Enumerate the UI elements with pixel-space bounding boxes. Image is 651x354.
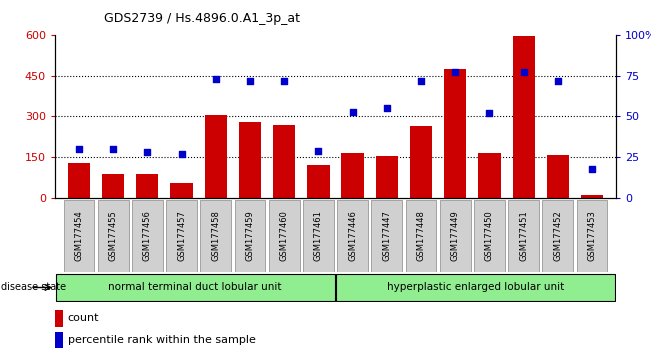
Bar (337, 200, 368, 272)
Text: GSM177457: GSM177457 (177, 211, 186, 262)
Bar (440, 200, 471, 272)
Bar (508, 200, 539, 272)
Text: GSM177449: GSM177449 (450, 211, 460, 261)
Text: count: count (68, 314, 99, 324)
Text: disease state: disease state (1, 282, 66, 292)
Point (210, 76, 221, 82)
Text: normal terminal duct lobular unit: normal terminal duct lobular unit (109, 282, 282, 292)
Point (176, 151, 187, 157)
Bar (68, 163, 90, 198)
Bar (132, 200, 163, 272)
Bar (336, 274, 615, 301)
Bar (372, 200, 402, 272)
Bar (136, 173, 158, 198)
Text: GSM177446: GSM177446 (348, 211, 357, 262)
Point (450, 70, 460, 75)
Bar (376, 156, 398, 198)
Bar (239, 122, 261, 198)
Point (553, 78, 563, 84)
Bar (56, 274, 335, 301)
Text: GSM177453: GSM177453 (588, 211, 596, 262)
Point (381, 105, 392, 111)
Bar (102, 173, 124, 198)
Point (279, 78, 290, 84)
Text: GDS2739 / Hs.4896.0.A1_3p_at: GDS2739 / Hs.4896.0.A1_3p_at (104, 12, 300, 25)
Bar (444, 69, 466, 198)
Bar (273, 125, 296, 198)
Bar (98, 200, 128, 272)
Point (484, 110, 495, 116)
Text: GSM177451: GSM177451 (519, 211, 528, 261)
Bar (269, 200, 299, 272)
Bar (406, 200, 436, 272)
Bar (201, 200, 231, 272)
Bar (512, 36, 534, 198)
Point (348, 109, 358, 114)
Bar (55, 310, 63, 326)
Bar (474, 200, 505, 272)
Bar (234, 200, 266, 272)
Point (416, 78, 426, 84)
Bar (410, 126, 432, 198)
Text: GSM177456: GSM177456 (143, 211, 152, 262)
Point (108, 146, 118, 152)
Bar (581, 195, 603, 198)
Bar (478, 153, 501, 198)
Point (142, 149, 152, 155)
Bar (303, 200, 334, 272)
Text: GSM177459: GSM177459 (245, 211, 255, 261)
Point (587, 166, 597, 171)
Bar (166, 200, 197, 272)
Bar (171, 183, 193, 198)
Text: percentile rank within the sample: percentile rank within the sample (68, 335, 255, 345)
Text: GSM177460: GSM177460 (280, 211, 288, 262)
Bar (547, 155, 569, 198)
Text: GSM177450: GSM177450 (485, 211, 494, 261)
Bar (307, 165, 329, 198)
Text: GSM177458: GSM177458 (212, 211, 220, 262)
Text: GSM177452: GSM177452 (553, 211, 562, 261)
Text: GSM177455: GSM177455 (109, 211, 118, 261)
Bar (342, 153, 364, 198)
Point (518, 70, 529, 75)
Text: GSM177447: GSM177447 (382, 211, 391, 262)
Bar (577, 200, 607, 272)
Text: GSM177461: GSM177461 (314, 211, 323, 262)
Bar (64, 200, 94, 272)
Point (313, 148, 324, 154)
Bar (542, 200, 574, 272)
Text: hyperplastic enlarged lobular unit: hyperplastic enlarged lobular unit (387, 282, 564, 292)
Bar (204, 115, 227, 198)
Point (74, 146, 84, 152)
Text: GSM177454: GSM177454 (74, 211, 83, 261)
Point (245, 78, 255, 84)
Bar (55, 332, 63, 348)
Text: GSM177448: GSM177448 (417, 211, 426, 262)
